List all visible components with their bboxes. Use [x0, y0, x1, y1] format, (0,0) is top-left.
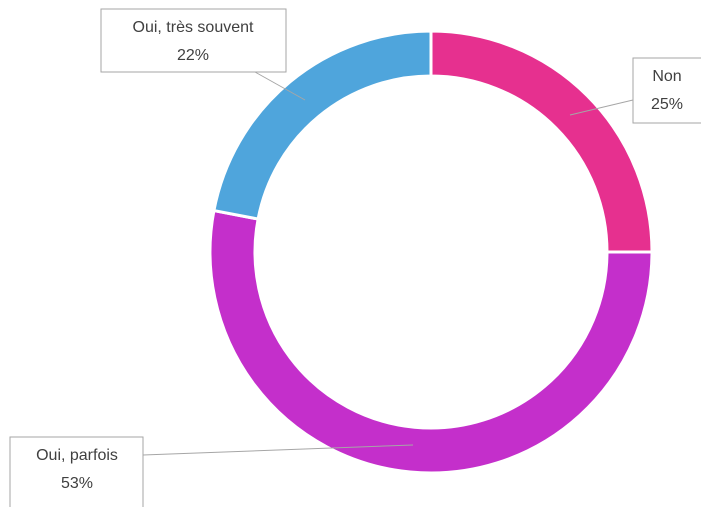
donut-segment	[212, 29, 433, 221]
label-box	[632, 57, 701, 124]
label-box	[9, 436, 144, 507]
leader-line	[254, 71, 306, 101]
value-label: 25%	[651, 96, 683, 113]
category-label: Oui, parfois	[36, 447, 118, 464]
value-label: 53%	[61, 475, 93, 492]
category-label: Oui, très souvent	[133, 19, 255, 36]
value-label: 22%	[177, 47, 209, 64]
label-box	[100, 8, 287, 73]
leader-line	[142, 444, 414, 456]
leader-line	[569, 99, 634, 116]
category-label: Non	[652, 68, 681, 85]
donut-segment	[208, 208, 654, 475]
donut-segment	[429, 29, 654, 254]
